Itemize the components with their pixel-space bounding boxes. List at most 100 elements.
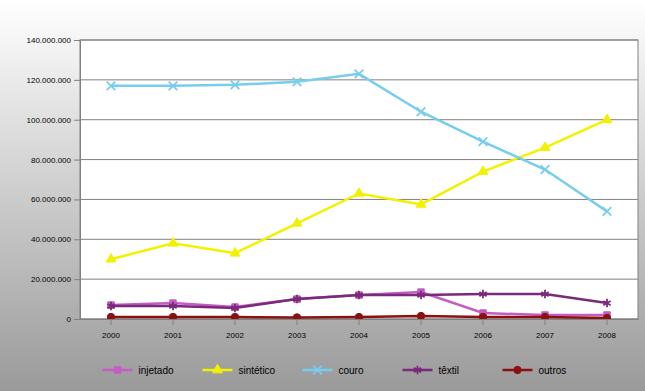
series-marker xyxy=(417,107,426,116)
series-marker xyxy=(354,188,364,197)
legend-label: couro xyxy=(339,365,364,376)
series-marker xyxy=(231,81,240,90)
x-tick-mark xyxy=(483,319,484,325)
series-marker xyxy=(603,299,610,307)
series-marker xyxy=(355,313,362,319)
series-marker xyxy=(603,207,612,216)
series-marker xyxy=(293,314,300,319)
y-tick-label: 120.000.000 xyxy=(27,76,72,85)
series-marker xyxy=(230,248,240,257)
x-tick: 2002 xyxy=(226,319,244,340)
y-tick-mark xyxy=(74,239,80,240)
y-tick: 140.000.000 xyxy=(27,36,81,45)
series-marker xyxy=(168,238,178,247)
x-tick-label: 2004 xyxy=(350,331,368,340)
x-tick: 2003 xyxy=(288,319,306,340)
series-marker xyxy=(479,313,486,319)
y-tick: 100.000.000 xyxy=(27,116,81,125)
series-group xyxy=(106,70,612,319)
series-marker xyxy=(541,313,548,319)
x-tick: 2007 xyxy=(536,319,554,340)
x-tick-mark xyxy=(607,319,608,325)
y-tick-label: 20.000.000 xyxy=(31,275,72,284)
y-tick-mark xyxy=(74,40,80,41)
x-tick: 2004 xyxy=(350,319,368,340)
series-marker xyxy=(416,199,426,208)
x-tick-mark xyxy=(545,319,546,325)
y-tick: 80.000.000 xyxy=(31,156,80,165)
x-tick: 2000 xyxy=(102,319,120,340)
series-marker xyxy=(292,218,302,227)
grid-line xyxy=(80,79,638,80)
grid xyxy=(80,40,638,319)
plot: 0 20.000.000 40.000.000 60.000.000 80.000.00… xyxy=(27,36,639,340)
x-tick-mark xyxy=(297,319,298,325)
y-tick: 60.000.000 xyxy=(31,195,80,204)
plot-area xyxy=(80,40,638,319)
legend-label: outros xyxy=(539,365,567,376)
x-tick-label: 2006 xyxy=(474,331,492,340)
series-marker xyxy=(417,312,424,319)
series-marker xyxy=(479,290,486,298)
y-tick-label: 60.000.000 xyxy=(31,195,72,204)
x-tick-label: 2007 xyxy=(536,331,554,340)
series-marker xyxy=(169,302,176,310)
x-axis: 2000 2001 2002 2003 2004 2005 2006 2007 2008 xyxy=(81,319,639,340)
background xyxy=(0,0,645,391)
series-marker xyxy=(169,82,178,91)
grid-line xyxy=(80,119,638,120)
series-marker xyxy=(293,78,302,87)
series-marker xyxy=(293,295,300,303)
series-marker xyxy=(541,290,548,298)
y-tick-mark xyxy=(74,279,80,280)
x-tick-label: 2001 xyxy=(164,331,182,340)
series-marker xyxy=(479,137,488,146)
y-axis-line xyxy=(80,41,81,320)
series-marker xyxy=(355,291,362,299)
x-tick-label: 2005 xyxy=(412,331,430,340)
x-tick-label: 2008 xyxy=(598,331,616,340)
y-tick-label: 80.000.000 xyxy=(31,156,72,165)
legend-marker xyxy=(114,367,120,373)
x-tick-mark xyxy=(173,319,174,325)
legend-item: sintético xyxy=(203,364,276,375)
x-tick-mark xyxy=(359,319,360,325)
y-tick-mark xyxy=(74,319,80,320)
x-tick: 2008 xyxy=(598,319,616,340)
grid-line xyxy=(80,40,638,41)
y-tick-mark xyxy=(74,80,80,81)
series-marker xyxy=(169,313,176,319)
legend-item: injetado xyxy=(103,365,174,376)
grid-line xyxy=(80,279,638,280)
x-tick: 2001 xyxy=(164,319,182,340)
series-marker xyxy=(107,82,116,91)
y-tick: 40.000.000 xyxy=(31,235,80,244)
series-line xyxy=(111,74,607,212)
y-tick: 0 xyxy=(67,315,80,324)
x-tick-label: 2003 xyxy=(288,331,306,340)
y-tick-mark xyxy=(74,160,80,161)
legend-item: couro xyxy=(303,365,364,376)
legend: injetadosintéticocourotêxtiloutros xyxy=(103,364,567,375)
series-marker xyxy=(417,291,424,299)
y-tick: 20.000.000 xyxy=(31,275,80,284)
series-marker xyxy=(106,254,116,263)
series-marker xyxy=(231,304,238,312)
y-tick-label: 0 xyxy=(67,315,72,324)
x-tick-label: 2000 xyxy=(102,331,120,340)
series-marker xyxy=(540,142,550,151)
y-tick: 120.000.000 xyxy=(27,76,81,85)
y-tick-mark xyxy=(74,120,80,121)
x-tick: 2005 xyxy=(412,319,430,340)
y-tick-label: 40.000.000 xyxy=(31,235,72,244)
series-marker xyxy=(603,314,610,319)
legend-item: outros xyxy=(503,365,567,376)
x-tick-label: 2002 xyxy=(226,331,244,340)
y-tick-label: 140.000.000 xyxy=(27,36,72,45)
y-axis: 0 20.000.000 40.000.000 60.000.000 80.000.00… xyxy=(27,36,81,324)
legend-marker xyxy=(213,364,223,373)
chart: 0 20.000.000 40.000.000 60.000.000 80.000.00… xyxy=(0,0,645,391)
series-line xyxy=(111,120,607,260)
series-marker xyxy=(478,166,488,175)
series-marker xyxy=(541,165,550,174)
